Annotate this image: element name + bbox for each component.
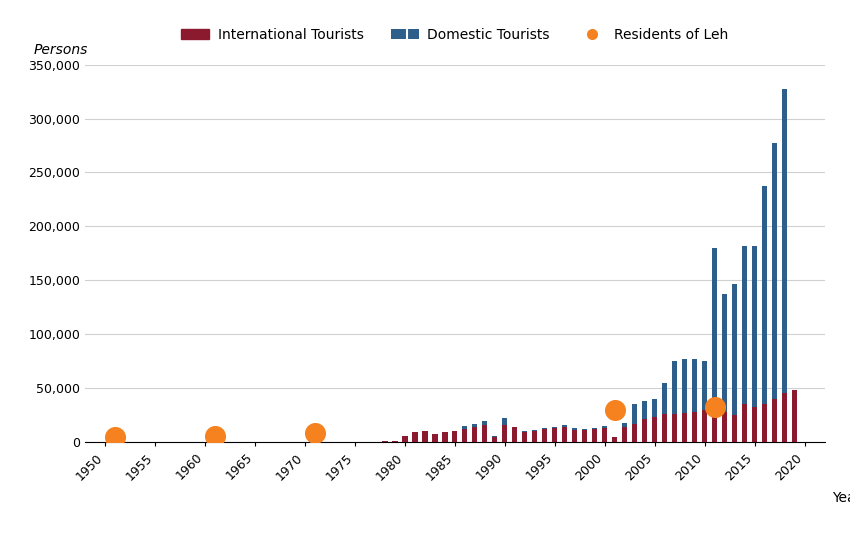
Bar xyxy=(562,425,568,442)
Bar xyxy=(522,432,528,442)
Bar xyxy=(582,429,587,442)
Bar xyxy=(452,431,457,442)
Bar xyxy=(652,417,657,442)
Bar xyxy=(672,361,677,442)
Bar xyxy=(392,441,398,442)
Bar xyxy=(452,433,457,442)
Bar xyxy=(482,421,488,442)
Bar xyxy=(562,427,568,442)
Bar xyxy=(722,294,728,442)
Bar xyxy=(732,284,737,442)
Bar xyxy=(612,437,617,442)
Bar xyxy=(502,425,507,442)
Bar xyxy=(572,430,577,442)
Bar xyxy=(772,399,777,442)
Bar xyxy=(542,429,547,442)
Bar xyxy=(462,429,468,442)
Bar xyxy=(492,437,497,442)
Bar xyxy=(652,399,657,442)
Bar xyxy=(582,430,587,442)
Bar xyxy=(522,431,528,442)
Bar xyxy=(442,436,447,442)
Bar xyxy=(412,432,417,442)
Bar xyxy=(762,186,768,442)
Bar xyxy=(602,426,608,442)
Bar xyxy=(482,425,488,442)
Bar xyxy=(742,246,747,442)
Bar xyxy=(402,436,407,442)
Bar xyxy=(791,390,797,442)
Legend: International Tourists, Domestic Tourists, Residents of Leh: International Tourists, Domestic Tourist… xyxy=(176,23,734,47)
Bar xyxy=(672,414,677,442)
Point xyxy=(708,403,722,412)
Bar xyxy=(711,248,717,442)
Bar xyxy=(692,412,697,442)
Point xyxy=(308,429,321,438)
Bar xyxy=(612,437,617,442)
Bar xyxy=(751,246,757,442)
Bar xyxy=(552,428,558,442)
Bar xyxy=(512,427,518,442)
Bar xyxy=(442,432,447,442)
Bar xyxy=(662,383,667,442)
Bar xyxy=(782,89,787,442)
Bar xyxy=(642,401,648,442)
Bar xyxy=(662,414,667,442)
Text: Years: Years xyxy=(832,491,850,505)
Point xyxy=(108,432,122,441)
Bar xyxy=(432,434,438,442)
Bar xyxy=(472,427,478,442)
Bar xyxy=(422,431,428,442)
Bar xyxy=(702,361,707,442)
Bar xyxy=(432,437,438,442)
Point xyxy=(608,405,621,414)
Bar xyxy=(702,410,707,442)
Bar xyxy=(692,359,697,442)
Bar xyxy=(632,424,638,442)
Bar xyxy=(632,404,638,442)
Bar xyxy=(492,436,497,442)
Bar xyxy=(722,412,728,442)
Bar xyxy=(462,426,468,442)
Bar xyxy=(572,428,577,442)
Bar xyxy=(622,427,627,442)
Bar xyxy=(592,429,598,442)
Bar xyxy=(762,404,768,442)
Bar xyxy=(542,428,547,442)
Bar xyxy=(622,423,627,442)
Bar xyxy=(422,437,428,442)
Bar xyxy=(412,439,417,442)
Bar xyxy=(742,404,747,442)
Text: Persons: Persons xyxy=(33,43,88,57)
Bar xyxy=(732,415,737,442)
Bar xyxy=(592,428,598,442)
Bar xyxy=(711,407,717,442)
Bar xyxy=(502,418,507,442)
Bar xyxy=(682,413,688,442)
Bar xyxy=(532,431,537,442)
Bar xyxy=(782,393,787,442)
Bar xyxy=(402,440,407,442)
Bar xyxy=(512,428,518,442)
Bar xyxy=(532,430,537,442)
Bar xyxy=(642,419,648,442)
Bar xyxy=(382,441,388,442)
Bar xyxy=(682,359,688,442)
Point xyxy=(208,432,222,440)
Bar xyxy=(772,143,777,442)
Bar xyxy=(751,407,757,442)
Bar xyxy=(552,427,558,442)
Bar xyxy=(602,428,608,442)
Bar xyxy=(472,424,478,442)
